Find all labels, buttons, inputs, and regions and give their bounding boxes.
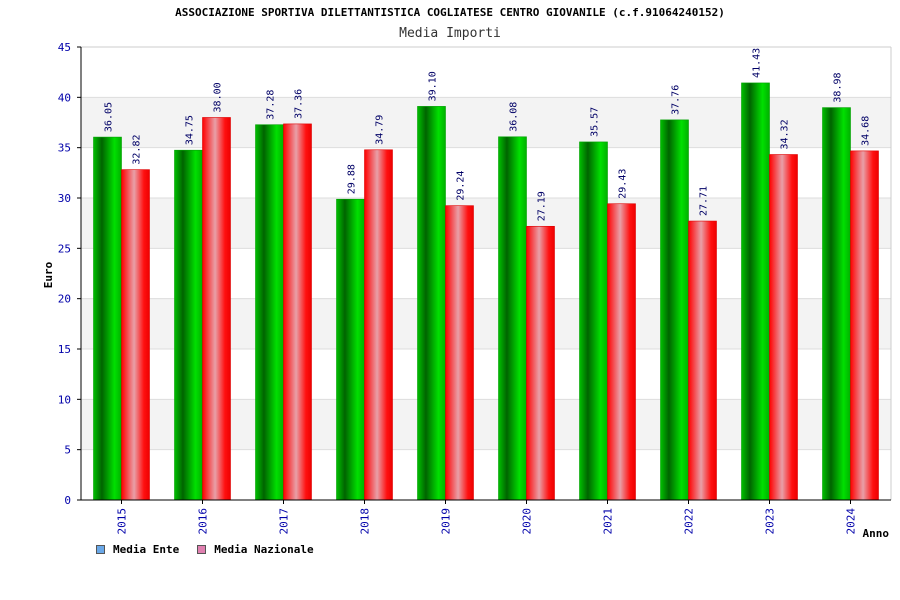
bar-media-ente-2019 bbox=[417, 106, 446, 501]
bar-label-media-nazionale-2023: 34.32 bbox=[780, 119, 791, 149]
legend-item-media-ente: Media Ente bbox=[96, 543, 179, 556]
bar-media-nazionale-2022 bbox=[688, 220, 717, 501]
bar-media-nazionale-2020 bbox=[526, 225, 555, 501]
bar-media-nazionale-2015 bbox=[121, 169, 150, 501]
y-axis-label: Euro bbox=[42, 261, 55, 288]
bar-label-media-ente-2019: 39.10 bbox=[428, 71, 439, 101]
bar-label-media-ente-2023: 41.43 bbox=[752, 48, 763, 78]
bar-media-nazionale-2019 bbox=[445, 205, 474, 501]
x-tick-label-2019: 2019 bbox=[440, 508, 453, 535]
bar-media-ente-2023 bbox=[741, 82, 770, 501]
bar-label-media-ente-2020: 36.08 bbox=[509, 102, 520, 132]
bar-media-nazionale-2018 bbox=[364, 149, 393, 501]
chart-title: ASSOCIAZIONE SPORTIVA DILETTANTISTICA CO… bbox=[175, 6, 725, 19]
x-tick-label-2016: 2016 bbox=[197, 508, 210, 535]
bar-label-media-nazionale-2015: 32.82 bbox=[132, 135, 143, 165]
y-axis-ticks: 0 5 10 15 20 25 30 35 40 45 bbox=[58, 41, 82, 507]
x-tick-label-2018: 2018 bbox=[359, 508, 372, 535]
x-tick-label-2024: 2024 bbox=[845, 508, 858, 535]
y-tick-label: 40 bbox=[58, 91, 71, 104]
y-tick-label: 0 bbox=[64, 494, 71, 507]
bar-label-media-ente-2017: 37.28 bbox=[266, 90, 277, 120]
bar-media-ente-2020 bbox=[498, 136, 527, 501]
bar-label-media-ente-2018: 29.88 bbox=[347, 164, 358, 194]
bars bbox=[93, 82, 879, 501]
y-tick-label: 25 bbox=[58, 242, 71, 255]
bar-label-media-nazionale-2022: 27.71 bbox=[699, 186, 710, 216]
bar-label-media-nazionale-2017: 37.36 bbox=[294, 89, 305, 119]
chart-subtitle: Media Importi bbox=[399, 26, 501, 41]
bar-label-media-ente-2016: 34.75 bbox=[185, 115, 196, 145]
y-tick-label: 35 bbox=[58, 142, 71, 155]
bar-media-nazionale-2023 bbox=[769, 154, 798, 501]
bar-media-nazionale-2016 bbox=[202, 117, 231, 501]
bar-media-ente-2022 bbox=[660, 119, 689, 501]
bar-label-media-nazionale-2020: 27.19 bbox=[537, 191, 548, 221]
bar-label-media-ente-2024: 38.98 bbox=[833, 72, 844, 102]
bar-label-media-nazionale-2016: 38.00 bbox=[213, 82, 224, 112]
bar-media-nazionale-2017 bbox=[283, 123, 312, 501]
bar-media-ente-2024 bbox=[822, 107, 851, 501]
x-tick-label-2021: 2021 bbox=[602, 508, 615, 535]
bar-label-media-nazionale-2021: 29.43 bbox=[618, 169, 629, 199]
bar-label-media-ente-2021: 35.57 bbox=[590, 107, 601, 137]
bar-media-ente-2018 bbox=[336, 198, 365, 501]
x-tick-label-2023: 2023 bbox=[764, 508, 777, 535]
legend-label-media-nazionale: Media Nazionale bbox=[214, 543, 314, 556]
bar-media-ente-2017 bbox=[255, 124, 284, 501]
bar-media-ente-2021 bbox=[579, 141, 608, 501]
bar-label-media-nazionale-2019: 29.24 bbox=[456, 171, 467, 201]
bar-media-nazionale-2024 bbox=[850, 150, 879, 501]
x-axis-ticks: 2015 2016 2017 2018 2019 2020 2021 2022 2023 2024 bbox=[81, 499, 891, 535]
x-tick-label-2020: 2020 bbox=[521, 508, 534, 535]
x-axis-label: Anno bbox=[863, 527, 890, 540]
bar-label-media-ente-2022: 37.76 bbox=[671, 85, 682, 115]
x-tick-label-2015: 2015 bbox=[116, 508, 129, 535]
bar-label-media-nazionale-2024: 34.68 bbox=[861, 116, 872, 146]
bar-media-ente-2016 bbox=[174, 149, 203, 501]
bar-media-nazionale-2021 bbox=[607, 203, 636, 501]
y-tick-label: 5 bbox=[64, 444, 71, 457]
y-tick-label: 45 bbox=[58, 41, 71, 54]
bar-media-ente-2015 bbox=[93, 136, 122, 501]
y-tick-label: 20 bbox=[58, 293, 71, 306]
y-tick-label: 15 bbox=[58, 343, 71, 356]
bar-value-labels: 36.05 32.82 34.75 38.00 37.28 37.36 29.88 34.79… bbox=[104, 48, 872, 221]
x-tick-label-2022: 2022 bbox=[683, 508, 696, 535]
legend-swatch-media-ente bbox=[96, 545, 105, 554]
bar-label-media-ente-2015: 36.05 bbox=[104, 102, 115, 132]
y-tick-label: 30 bbox=[58, 192, 71, 205]
legend: Media Ente Media Nazionale bbox=[96, 543, 332, 556]
legend-swatch-media-nazionale bbox=[197, 545, 207, 554]
legend-label-media-ente: Media Ente bbox=[113, 543, 180, 556]
y-tick-label: 10 bbox=[58, 393, 71, 406]
legend-item-media-nazionale: Media Nazionale bbox=[197, 543, 314, 556]
bar-label-media-nazionale-2018: 34.79 bbox=[375, 115, 386, 145]
x-tick-label-2017: 2017 bbox=[278, 508, 291, 535]
